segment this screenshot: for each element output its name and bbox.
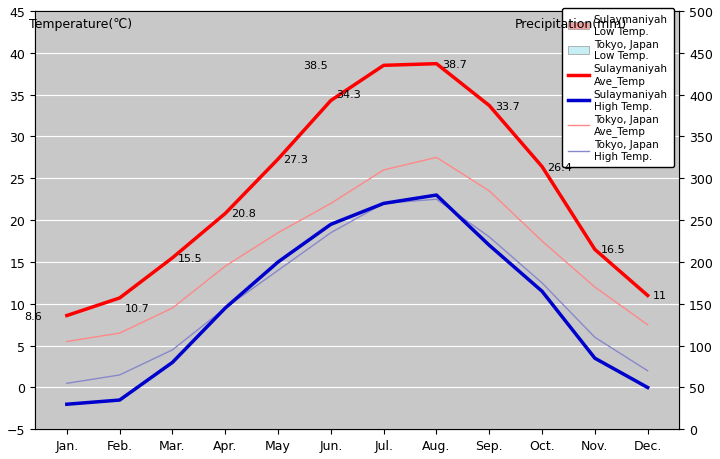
Bar [364, 429, 384, 430]
Bar [153, 368, 173, 430]
Bar [278, 321, 298, 430]
Bar [258, 419, 278, 430]
Text: 20.8: 20.8 [231, 209, 256, 219]
Text: Temperature(℃): Temperature(℃) [29, 18, 132, 31]
Bar [490, 283, 509, 430]
Text: 8.6: 8.6 [24, 311, 42, 321]
Text: 38.7: 38.7 [442, 60, 467, 69]
Bar [173, 354, 192, 430]
Bar [205, 392, 225, 430]
Bar [311, 428, 331, 430]
Legend: Sulaymaniyah
Low Temp., Tokyo, Japan
Low Temp., Sulaymaniyah
Ave_Temp, Sulaymani: Sulaymaniyah Low Temp., Tokyo, Japan Low… [562, 9, 674, 168]
Text: 27.3: 27.3 [284, 155, 308, 165]
Text: 33.7: 33.7 [495, 101, 520, 111]
Text: 38.5: 38.5 [303, 61, 328, 71]
Bar [522, 409, 542, 430]
Text: 16.5: 16.5 [600, 245, 625, 255]
Bar [47, 358, 67, 430]
Bar [416, 429, 436, 430]
Bar [225, 346, 246, 430]
Bar [99, 359, 120, 430]
Text: Precipitation(mm): Precipitation(mm) [515, 18, 627, 31]
Text: 15.5: 15.5 [178, 253, 202, 263]
Bar [628, 377, 648, 430]
Text: 11: 11 [653, 291, 667, 301]
Bar [436, 342, 456, 430]
Bar [331, 329, 351, 430]
Bar [595, 354, 615, 430]
Bar [67, 419, 87, 430]
Text: 26.4: 26.4 [548, 162, 572, 172]
Bar [542, 271, 562, 430]
Bar [469, 427, 490, 430]
Text: 34.3: 34.3 [336, 90, 361, 99]
Text: 10.7: 10.7 [125, 303, 150, 313]
Bar [575, 384, 595, 430]
Bar [120, 424, 140, 430]
Bar [384, 337, 404, 430]
Bar [648, 418, 667, 430]
